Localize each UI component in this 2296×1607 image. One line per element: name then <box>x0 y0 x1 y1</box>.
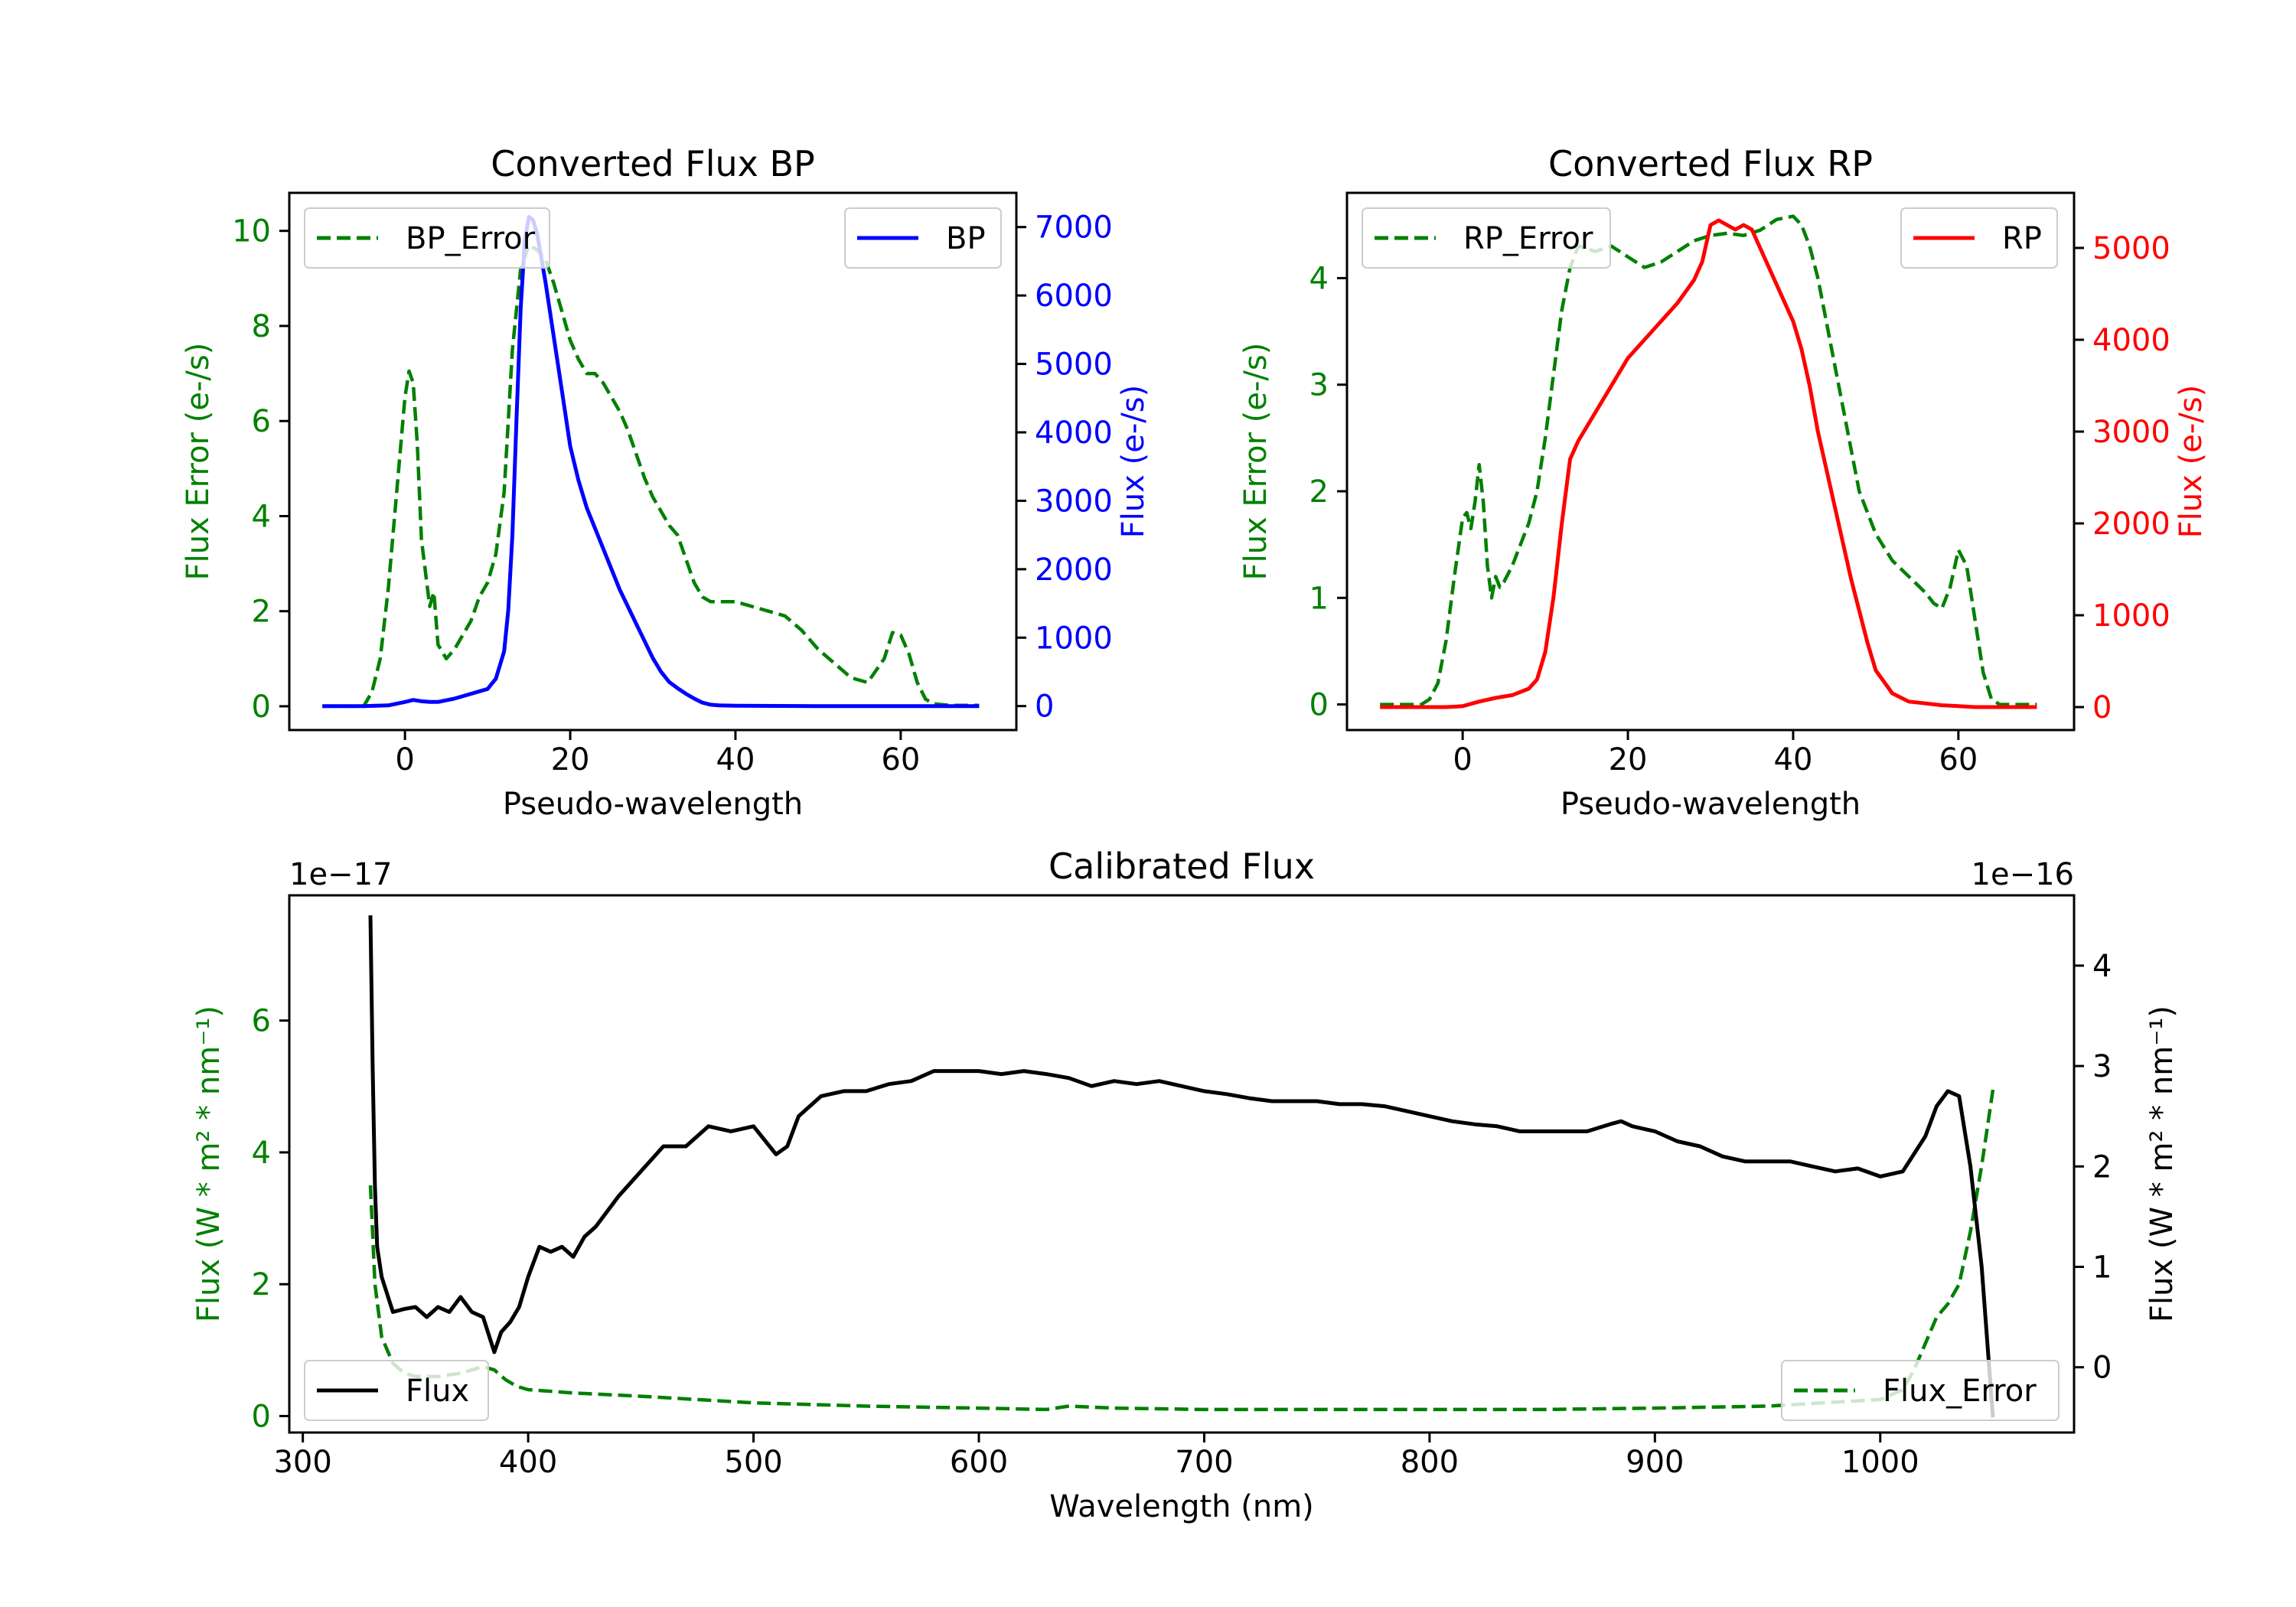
calibrated-offset-right: 1e−16 <box>1971 857 2074 892</box>
bp-ytick-right-label: 6000 <box>1035 279 1113 314</box>
rp-series-rp-error <box>1380 214 2037 706</box>
calibrated-ytick-right-label: 4 <box>2092 949 2112 984</box>
calibrated-ytick-right-label: 3 <box>2092 1049 2112 1084</box>
rp-ytick-left-label: 4 <box>1309 261 1329 296</box>
bp-title: Converted Flux BP <box>491 143 815 184</box>
rp-panel: Converted Flux RP Pseudo-wavelength Flux… <box>1238 143 2209 822</box>
rp-title: Converted Flux RP <box>1548 143 1873 184</box>
calibrated-xtick-label: 1000 <box>1841 1445 1919 1480</box>
bp-ytick-left-label: 10 <box>232 214 271 249</box>
bp-ytick-left-label: 8 <box>252 309 271 344</box>
bp-series-bp-error <box>322 243 980 709</box>
bp-ytick-right-label: 7000 <box>1035 210 1113 246</box>
bp-xtick-label: 0 <box>395 742 414 777</box>
bp-ytick-right-label: 2000 <box>1035 553 1113 588</box>
calibrated-title: Calibrated Flux <box>1049 846 1315 887</box>
bp-xtick-label: 40 <box>716 742 755 777</box>
bp-ytick-right-label: 1000 <box>1035 621 1113 656</box>
calibrated-legend-flux-label: Flux <box>406 1374 469 1409</box>
rp-ytick-right-label: 4000 <box>2092 323 2170 358</box>
calibrated-ylabel-left: Flux (W * m² * nm⁻¹) <box>191 1006 227 1322</box>
bp-series-bp <box>322 214 980 709</box>
rp-ytick-right-label: 5000 <box>2092 231 2170 266</box>
calibrated-xlabel: Wavelength (nm) <box>1049 1489 1314 1524</box>
bp-axes-frame <box>288 191 1018 732</box>
bp-xtick-label: 20 <box>551 742 590 777</box>
calibrated-xtick-label: 600 <box>950 1445 1008 1480</box>
bp-legend-error-label: BP_Error <box>406 221 536 256</box>
calibrated-legend-l-box <box>304 1360 489 1421</box>
rp-ytick-right-label: 1000 <box>2092 598 2170 634</box>
calibrated-ytick-left-label: 6 <box>252 1004 271 1039</box>
calibrated-ytick-right-label: 2 <box>2092 1149 2112 1185</box>
rp-ytick-right-label: 3000 <box>2092 415 2170 450</box>
rp-xtick-label: 40 <box>1774 742 1813 777</box>
calibrated-xtick-label: 300 <box>273 1445 331 1480</box>
bp-ytick-left-label: 0 <box>252 689 271 725</box>
rp-xtick-label: 0 <box>1453 742 1472 777</box>
calibrated-xtick-label: 800 <box>1401 1445 1459 1480</box>
rp-ylabel-right: Flux (e-/s) <box>2174 385 2209 538</box>
calibrated-axes-frame <box>288 894 2076 1434</box>
rp-xtick-label: 20 <box>1609 742 1648 777</box>
bp-plot-area <box>322 214 980 709</box>
rp-xtick-label: 60 <box>1939 742 1978 777</box>
rp-ytick-right-label: 2000 <box>2092 507 2170 542</box>
rp-ytick-right-label: 0 <box>2092 690 2112 725</box>
rp-xlabel: Pseudo-wavelength <box>1561 787 1861 822</box>
rp-legend-error-label: RP_Error <box>1463 221 1593 256</box>
bp-xtick-label: 60 <box>881 742 920 777</box>
bp-legend-r-box <box>844 207 1002 269</box>
bp-xlabel: Pseudo-wavelength <box>503 787 803 822</box>
calibrated-ytick-right-label: 1 <box>2092 1250 2112 1285</box>
calibrated-ytick-left-label: 0 <box>252 1399 271 1434</box>
rp-plot-area <box>1380 214 2037 709</box>
rp-ytick-left-label: 0 <box>1309 688 1329 723</box>
calibrated-panel: Calibrated Flux Wavelength (nm) Flux (W … <box>191 846 2180 1524</box>
rp-legend-flux-label: RP <box>2002 221 2042 256</box>
calibrated-xtick-label: 700 <box>1175 1445 1233 1480</box>
calibrated-offset-left: 1e−17 <box>289 857 392 892</box>
bp-panel: Converted Flux BP Pseudo-wavelength Flux… <box>181 143 1151 822</box>
rp-legend-r-box <box>1900 207 2058 269</box>
calibrated-ytick-left-label: 2 <box>252 1267 271 1302</box>
calibrated-legend-r-box <box>1781 1360 2060 1421</box>
calibrated-xtick-label: 900 <box>1626 1445 1684 1480</box>
bp-ytick-right-label: 4000 <box>1035 416 1113 451</box>
bp-ytick-right-label: 0 <box>1035 689 1054 725</box>
bp-ylabel-left: Flux Error (e-/s) <box>181 343 216 581</box>
bp-ytick-right-label: 5000 <box>1035 347 1113 383</box>
bp-ytick-left-label: 6 <box>252 404 271 439</box>
bp-legend-flux-label: BP <box>946 221 986 256</box>
rp-series-rp <box>1380 218 2037 709</box>
rp-ytick-left-label: 2 <box>1309 474 1329 510</box>
bp-ytick-left-label: 4 <box>252 499 271 534</box>
calibrated-xtick-label: 400 <box>499 1445 557 1480</box>
calibrated-legend-error-label: Flux_Error <box>1883 1374 2037 1409</box>
rp-axes-frame <box>1345 191 2076 732</box>
rp-legend-l-box <box>1362 207 1611 269</box>
calibrated-series-flux <box>368 915 1995 1418</box>
rp-ylabel-left: Flux Error (e-/s) <box>1238 343 1274 581</box>
rp-ytick-left-label: 1 <box>1309 581 1329 616</box>
bp-legend-l-box <box>304 207 550 269</box>
bp-ytick-left-label: 2 <box>252 595 271 630</box>
bp-ylabel-right: Flux (e-/s) <box>1116 385 1151 538</box>
calibrated-ytick-left-label: 4 <box>252 1136 271 1171</box>
rp-ytick-left-label: 3 <box>1309 368 1329 403</box>
calibrated-ylabel-right: Flux (W * m² * nm⁻¹) <box>2144 1006 2180 1322</box>
calibrated-ytick-right-label: 0 <box>2092 1351 2112 1386</box>
calibrated-xtick-label: 500 <box>724 1445 782 1480</box>
bp-ytick-right-label: 3000 <box>1035 484 1113 519</box>
